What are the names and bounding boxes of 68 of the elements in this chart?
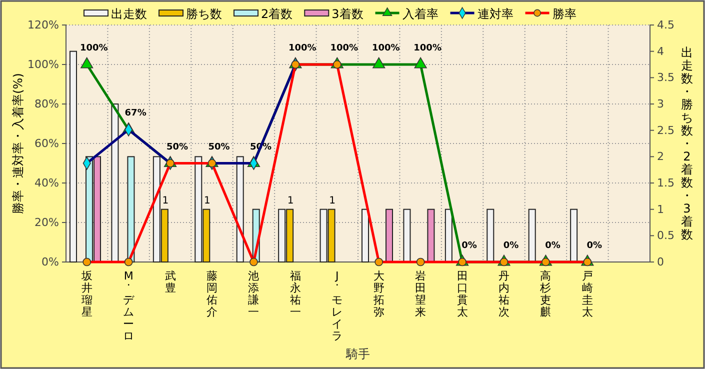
- x-tick-label: 池添謙一: [248, 270, 260, 319]
- bar: [403, 208, 411, 262]
- bar: [236, 156, 244, 262]
- x-tick-label: 高杉吏麒: [539, 270, 552, 319]
- y2-tick-label: 1.5: [657, 176, 674, 190]
- y-tick-label: 80%: [34, 98, 59, 111]
- data-label: 50%: [208, 142, 230, 152]
- data-label: 100%: [372, 44, 400, 54]
- legend-label: 出走数: [111, 7, 147, 21]
- bar: [444, 208, 452, 262]
- data-label: 0%: [586, 241, 602, 251]
- legend-label: 2着数: [261, 7, 293, 21]
- legend-label: 勝ち数: [186, 7, 222, 21]
- y2-tick-label: 2.5: [657, 124, 674, 137]
- bar: [127, 156, 135, 262]
- bar: [386, 208, 393, 262]
- data-label: 1: [204, 195, 210, 206]
- x-tick-label: 藤岡佑介: [206, 270, 218, 319]
- legend-label: 連対率: [477, 7, 514, 21]
- y2-tick-label: 1: [657, 202, 664, 216]
- data-label: 50%: [166, 142, 188, 152]
- data-label: 67%: [124, 108, 146, 119]
- x-tick-label: 田口貫太: [456, 270, 468, 319]
- text: 出走数・勝ち数・2着数・3着数: [681, 45, 693, 242]
- x-tick-label: 大野拓弥: [372, 270, 384, 319]
- data-label: 0%: [462, 241, 477, 251]
- x-tick-label: 武豊: [164, 270, 176, 295]
- bar: [486, 208, 494, 262]
- y-tick-label: 0%: [42, 256, 59, 269]
- legend-label: 勝率: [552, 7, 576, 21]
- bar: [362, 208, 369, 262]
- y2-tick-label: 0: [657, 256, 664, 269]
- x-tick-label: 福永祐一: [290, 270, 301, 319]
- x-axis-title: 騎手: [345, 347, 370, 361]
- data-label: 1: [287, 195, 294, 206]
- y2-tick-label: 0.5: [657, 229, 674, 242]
- bar: [570, 208, 578, 262]
- y2-tick-label: 3.5: [657, 71, 674, 84]
- y-tick-label: 20%: [34, 216, 59, 230]
- y2-tick-label: 4: [657, 44, 664, 58]
- y2-tick-label: 3: [657, 98, 664, 111]
- data-label: 100%: [288, 44, 316, 54]
- y-tick-label: 120%: [28, 18, 59, 32]
- data-label: 100%: [80, 44, 108, 54]
- bar: [528, 208, 536, 262]
- y-tick-label: 100%: [28, 58, 59, 72]
- y-tick-label: 60%: [34, 137, 59, 150]
- bar: [427, 208, 435, 262]
- data-label: 1: [329, 195, 336, 206]
- data-label: 100%: [330, 44, 358, 54]
- y2-tick-label: 4.5: [657, 18, 674, 32]
- data-label: 0%: [545, 241, 560, 251]
- x-tick-label: 丹内祐次: [498, 270, 510, 319]
- x-tick-label: J. モレイラ: [332, 270, 343, 343]
- bar: [70, 50, 77, 262]
- bar: [111, 104, 119, 262]
- legend-label: 入着率: [402, 7, 438, 21]
- y-axis-title: 勝率・連対率・入着率(%): [11, 73, 25, 214]
- x-tick-label: 岩田望来: [415, 270, 426, 319]
- data-label: 100%: [414, 44, 442, 54]
- y2-tick-label: 2: [657, 150, 664, 164]
- x-tick-label: 坂井瑠星: [80, 270, 92, 319]
- legend-label: 3着数: [332, 7, 364, 21]
- data-label: 0%: [503, 241, 519, 251]
- y-tick-label: 40%: [34, 176, 59, 190]
- data-label: 1: [162, 195, 169, 206]
- x-tick-label: 戸崎圭太: [582, 270, 593, 319]
- x-tick-label: M. デムーロ: [123, 270, 136, 343]
